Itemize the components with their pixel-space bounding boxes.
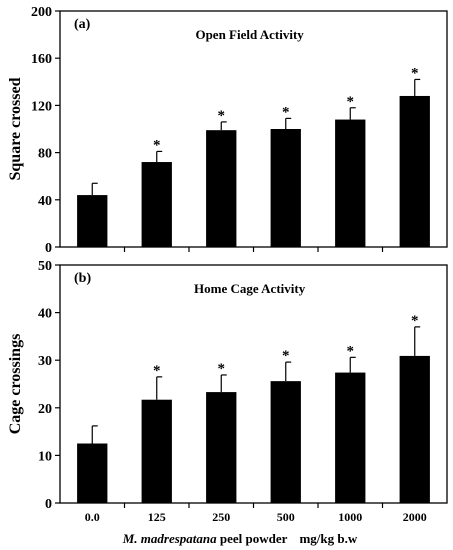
bar	[399, 355, 430, 503]
x-tick-label: 0.0	[85, 510, 100, 524]
y-tick-label: 120	[31, 99, 52, 114]
significance-marker: *	[282, 104, 290, 120]
y-tick-label: 50	[38, 259, 52, 274]
y-tick-label: 10	[38, 449, 52, 464]
panel-a-open-field: 0 40 80 120 160 200 Square crossed (a) Open Fiel…	[7, 5, 448, 256]
bar	[141, 399, 172, 503]
significance-marker: *	[218, 108, 226, 124]
y-tick-label: 0	[45, 497, 52, 512]
chart-title: Home Cage Activity	[194, 281, 306, 296]
bar	[270, 129, 301, 247]
plot-frame	[59, 264, 448, 504]
chart-title: Open Field Activity	[195, 27, 304, 42]
bar	[77, 195, 108, 247]
x-axis-label-species: M. madrespatana	[122, 531, 217, 546]
x-category-labels: 0.0 125 250 500 1000 2000	[85, 510, 427, 524]
bar	[206, 392, 237, 503]
bar	[77, 443, 108, 503]
x-axis-label-rest: peel powder	[217, 531, 288, 546]
x-tick-label: 1000	[338, 510, 362, 524]
y-axis-label: Square crossed	[7, 77, 24, 180]
x-tick-label: 2000	[403, 510, 427, 524]
panel-label: (a)	[74, 17, 91, 32]
x-axis-label: M. madrespatana peel powder mg/kg b.w	[122, 531, 358, 546]
y-tick-label: 30	[38, 354, 52, 369]
plot-frame	[59, 10, 448, 248]
bar	[270, 381, 301, 503]
y-tick-label: 40	[38, 307, 52, 322]
y-axis-label: Cage crossings	[7, 334, 24, 435]
significance-marker: *	[282, 348, 290, 364]
y-tick-label: 160	[31, 52, 52, 67]
bar	[335, 119, 366, 247]
bar	[335, 372, 366, 503]
x-axis-label-unit: mg/kg b.w	[299, 531, 357, 546]
y-tick-label: 200	[31, 5, 52, 20]
panel-label: (b)	[74, 271, 91, 286]
significance-marker: *	[411, 313, 419, 329]
significance-marker: *	[153, 363, 161, 379]
y-tick-label: 80	[38, 147, 52, 162]
significance-marker: *	[218, 361, 226, 377]
y-tick-label: 20	[38, 402, 52, 417]
bar	[399, 95, 430, 248]
significance-marker: *	[347, 343, 355, 359]
x-tick-label: 500	[277, 510, 295, 524]
y-tick-label: 0	[45, 241, 52, 256]
significance-marker: *	[347, 94, 355, 110]
x-tick-label: 250	[212, 510, 230, 524]
x-tick-label: 125	[148, 510, 166, 524]
bar	[141, 162, 172, 247]
panel-b-home-cage: 0 10 20 30 40 50 Cage crossings (b) Home Cage Ac…	[7, 259, 448, 512]
significance-marker: *	[153, 137, 161, 153]
y-tick-label: 40	[38, 194, 52, 209]
significance-marker: *	[411, 65, 419, 81]
bar	[206, 130, 237, 247]
